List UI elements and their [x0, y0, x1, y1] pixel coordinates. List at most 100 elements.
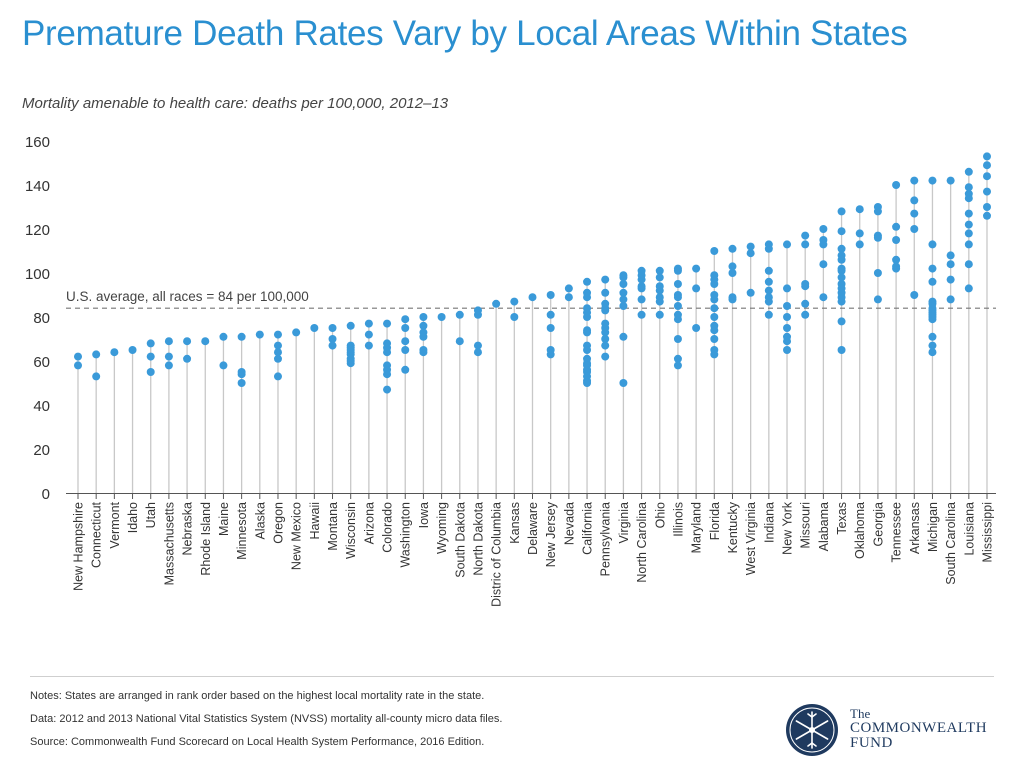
data-point: [546, 291, 555, 299]
data-point: [983, 187, 991, 196]
logo-wordmark: The COMMONWEALTH FUND: [850, 706, 987, 751]
data-point: [601, 341, 610, 350]
data-point: [419, 348, 428, 357]
x-category-label: North Carolina: [635, 502, 649, 583]
data-point: [546, 350, 555, 359]
data-point: [946, 251, 955, 260]
x-category-label: Arizona: [362, 502, 376, 544]
x-category-label: Wyoming: [435, 502, 449, 554]
data-point: [619, 379, 628, 387]
data-point: [801, 282, 810, 291]
data-point: [383, 348, 392, 357]
data-point: [455, 310, 464, 319]
data-point: [292, 328, 301, 337]
data-point: [419, 332, 428, 341]
data-point: [710, 247, 719, 255]
data-point: [673, 266, 682, 275]
data-point: [619, 332, 628, 341]
data-point: [783, 284, 792, 293]
x-category-label: Maine: [217, 502, 231, 536]
data-point: [564, 284, 573, 293]
data-point: [710, 280, 719, 288]
data-point: [837, 255, 846, 264]
data-point: [364, 341, 373, 350]
us-average-label: U.S. average, all races = 84 per 100,000: [66, 289, 309, 304]
data-point: [637, 275, 646, 284]
data-point: [74, 352, 82, 361]
data-point: [728, 269, 737, 277]
data-point: [801, 231, 810, 240]
stems: [77, 156, 988, 493]
data-point: [837, 266, 846, 275]
data-point: [964, 220, 973, 229]
data-point: [964, 229, 973, 238]
x-category-label: Colorado: [381, 502, 395, 553]
x-category-label: Virginia: [617, 502, 631, 544]
data-point: [819, 260, 828, 269]
commonwealth-fund-logo: The COMMONWEALTH FUND: [784, 702, 994, 762]
data-point: [928, 176, 937, 185]
data-point: [801, 240, 810, 249]
logo-line-3: FUND: [850, 735, 893, 751]
data-point: [764, 266, 773, 275]
data-point: [673, 354, 682, 363]
snowflake-seal-icon: [786, 704, 838, 756]
data-point: [837, 207, 846, 216]
data-point: [710, 313, 719, 321]
x-category-label: Distric of Columbia: [490, 502, 504, 607]
data-point: [892, 255, 901, 264]
x-category-label: South Dakota: [453, 502, 467, 578]
data-point: [655, 310, 664, 319]
x-category-label: Oregon: [271, 502, 285, 544]
x-category-label: Idaho: [126, 502, 140, 533]
data-point: [837, 273, 846, 282]
data-point: [910, 196, 919, 205]
data-point: [964, 194, 973, 203]
x-category-label: Maryland: [690, 502, 704, 553]
y-tick-label: 0: [42, 486, 50, 503]
data-point: [837, 317, 846, 326]
data-point: [110, 348, 119, 357]
data-point: [383, 370, 392, 379]
logo-line-1: The: [850, 706, 871, 721]
x-category-label: South Carolina: [944, 502, 958, 585]
data-point: [946, 176, 955, 185]
data-point: [383, 385, 392, 394]
x-category-label: Arkansas: [908, 502, 922, 554]
data-point: [164, 361, 173, 370]
x-category-label: New Mexico: [290, 502, 304, 570]
data-point: [783, 313, 792, 321]
data-point: [764, 286, 773, 295]
data-point: [710, 350, 719, 359]
data-point: [237, 370, 246, 379]
data-points: [74, 152, 991, 394]
x-category-label: West Virginia: [744, 502, 758, 575]
x-category-label: New Jersey: [544, 501, 558, 567]
data-point: [964, 209, 973, 218]
data-point: [928, 348, 937, 357]
data-point: [310, 324, 319, 332]
data-point: [783, 346, 792, 354]
data-point: [146, 352, 155, 361]
y-axis: 0 20 40 60 80 100 120 140 160: [25, 134, 50, 503]
data-point: [401, 346, 410, 354]
data-point: [873, 207, 882, 216]
data-point: [328, 341, 337, 350]
data-point: [819, 225, 828, 233]
x-category-label: California: [581, 502, 595, 555]
x-category-label: Alabama: [817, 502, 831, 551]
data-point: [928, 264, 937, 273]
data-point: [983, 161, 991, 170]
x-category-label: Nevada: [562, 502, 576, 545]
data-point: [710, 326, 719, 335]
data-point: [928, 240, 937, 249]
data-point: [619, 280, 628, 288]
data-point: [983, 152, 991, 161]
data-point: [746, 288, 755, 297]
data-point: [892, 236, 901, 244]
data-point: [928, 277, 937, 286]
data-point: [473, 310, 482, 319]
data-point: [873, 233, 882, 242]
data-point: [764, 310, 773, 319]
data-point: [837, 244, 846, 253]
